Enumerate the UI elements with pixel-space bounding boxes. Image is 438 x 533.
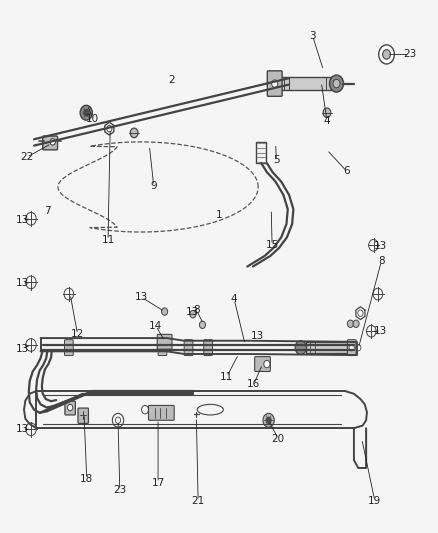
Text: 13: 13 [374, 326, 388, 336]
Text: 13: 13 [135, 292, 148, 302]
Circle shape [347, 320, 353, 327]
Text: 18: 18 [80, 474, 93, 483]
Text: 17: 17 [152, 478, 165, 488]
Text: 13: 13 [16, 344, 29, 354]
Text: 5: 5 [273, 156, 280, 165]
Bar [306, 342, 347, 353]
Text: 10: 10 [86, 114, 99, 124]
Circle shape [329, 75, 343, 92]
Text: 19: 19 [368, 496, 381, 506]
Circle shape [266, 417, 271, 423]
Circle shape [107, 125, 112, 132]
FancyBboxPatch shape [254, 357, 270, 372]
Circle shape [67, 405, 73, 411]
FancyBboxPatch shape [184, 340, 193, 356]
Circle shape [50, 139, 55, 145]
Circle shape [130, 128, 138, 138]
Text: 13: 13 [374, 241, 388, 252]
FancyBboxPatch shape [158, 340, 167, 356]
Bar [278, 77, 332, 91]
Text: 6: 6 [343, 166, 350, 176]
Circle shape [263, 414, 274, 427]
Text: 13: 13 [185, 306, 199, 317]
Text: 23: 23 [403, 50, 416, 59]
Circle shape [358, 310, 363, 317]
Circle shape [333, 79, 340, 88]
Circle shape [353, 320, 359, 327]
Text: 20: 20 [272, 434, 285, 444]
Text: 1: 1 [215, 209, 223, 220]
FancyBboxPatch shape [347, 340, 356, 356]
Text: 13: 13 [16, 215, 29, 225]
Bar [256, 142, 266, 163]
Text: 22: 22 [20, 152, 33, 162]
FancyBboxPatch shape [204, 340, 212, 356]
Circle shape [295, 341, 307, 354]
Text: 21: 21 [191, 496, 205, 506]
FancyBboxPatch shape [64, 340, 73, 356]
FancyBboxPatch shape [43, 136, 57, 150]
Text: 3: 3 [309, 31, 316, 41]
Text: 15: 15 [265, 240, 279, 251]
Circle shape [272, 80, 278, 87]
Circle shape [323, 108, 331, 117]
Text: 2: 2 [168, 75, 174, 85]
Text: 13: 13 [16, 278, 29, 288]
Circle shape [379, 45, 394, 64]
Text: 4: 4 [324, 116, 330, 126]
FancyBboxPatch shape [65, 401, 75, 415]
Text: 8: 8 [193, 305, 200, 315]
Circle shape [80, 106, 92, 120]
FancyBboxPatch shape [78, 408, 88, 423]
Circle shape [84, 110, 89, 116]
FancyBboxPatch shape [148, 406, 174, 420]
Text: 13: 13 [16, 424, 29, 434]
Circle shape [356, 344, 361, 351]
Text: 12: 12 [71, 329, 84, 340]
Text: 7: 7 [44, 206, 50, 216]
Circle shape [383, 50, 391, 59]
Circle shape [199, 321, 205, 328]
Text: 11: 11 [101, 235, 115, 245]
Circle shape [190, 311, 196, 318]
Circle shape [264, 360, 270, 368]
Text: 23: 23 [113, 485, 127, 495]
Text: 16: 16 [247, 379, 261, 389]
FancyBboxPatch shape [267, 71, 282, 96]
FancyBboxPatch shape [157, 334, 172, 349]
Text: 11: 11 [220, 372, 233, 382]
Text: 14: 14 [149, 321, 162, 331]
Circle shape [349, 344, 354, 351]
Text: 13: 13 [251, 332, 264, 342]
Circle shape [162, 308, 168, 316]
Text: 8: 8 [378, 256, 385, 266]
Text: 4: 4 [231, 294, 237, 304]
Text: 9: 9 [150, 181, 157, 191]
